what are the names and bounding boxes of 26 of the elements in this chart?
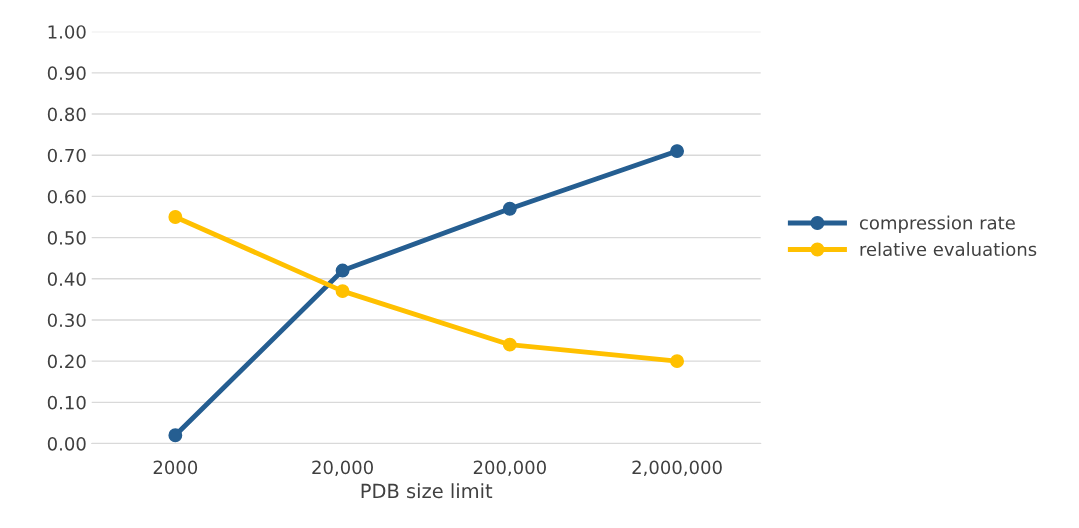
point [502,201,517,216]
point [670,144,685,159]
point [335,263,350,278]
y-tick-label: 0.70 [47,148,86,163]
y-tick-label: 0.00 [47,436,86,451]
legend-label: relative evaluations [860,242,1037,257]
x-tick-label: 20,000 [312,460,373,477]
legend-label: compression rate [859,215,1015,234]
y-tick-label: 0.10 [47,395,86,410]
x-axis-title: PDB size limit [361,483,493,499]
y-tick-label: 0.60 [47,189,86,204]
y-tick-label: 1.00 [48,25,86,39]
y-tick-label: 0.20 [47,354,86,369]
point [168,210,183,224]
x-tick-label: 200,000 [473,460,546,477]
point [670,354,685,369]
y-tick-label: 0.40 [47,272,86,286]
x-tick-label: 2,000,000 [632,460,722,477]
y-tick-label: 0.90 [47,66,86,80]
y-tick-label: 0.80 [47,107,86,122]
point [502,337,517,352]
y-tick-label: 0.30 [47,313,86,328]
point [335,284,350,299]
x-tick-label: 2000 [153,460,198,475]
y-tick-label: 0.50 [47,231,86,245]
point [168,428,183,443]
